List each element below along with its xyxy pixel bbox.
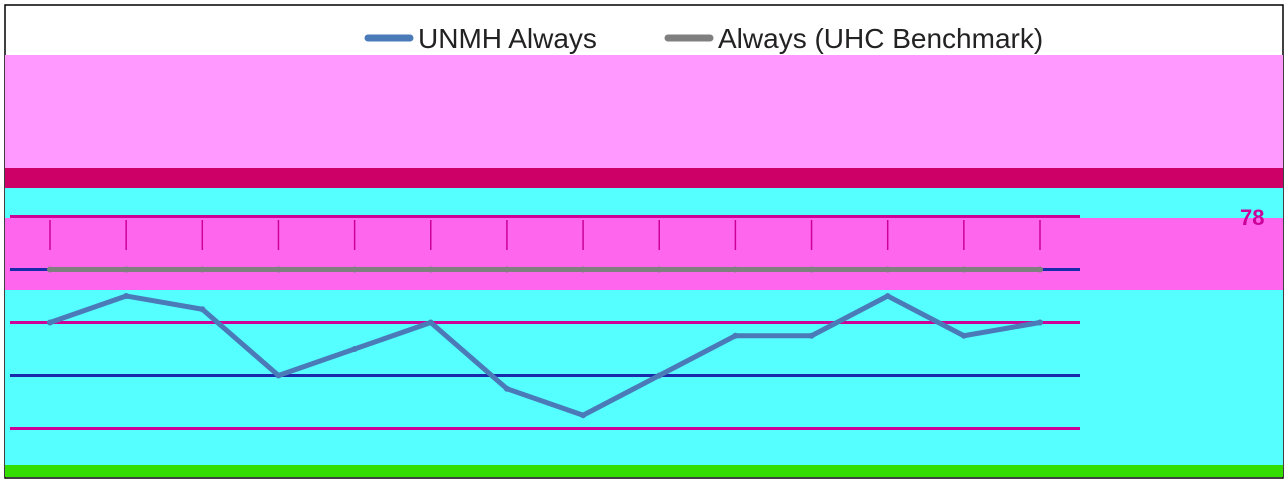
series-1-point-2 [199,266,206,273]
series-1-point-3 [275,266,282,273]
series-1-point-0 [47,266,53,273]
series-0-point-11 [884,293,891,299]
series-0-point-12 [960,332,967,339]
series-1-point-13 [1037,266,1043,273]
series-1-point-12 [960,266,967,273]
series-0-point-0 [47,319,53,326]
series-1-point-4 [351,266,358,273]
band-magenta [5,218,1283,290]
series-1-point-6 [503,266,510,273]
band-bottom [5,465,1283,477]
legend-label-0: UNMH Always [418,23,597,54]
band-cyan-2 [5,290,1283,465]
series-0-point-10 [808,332,815,339]
series-0-point-9 [732,332,739,339]
series-1-point-11 [884,266,891,273]
band-cyan-1 [5,188,1283,218]
band-dark [5,168,1283,188]
series-1-point-1 [123,266,130,273]
data-label: 78 [1240,205,1264,230]
series-1-point-9 [732,266,739,273]
series-0-point-6 [503,385,510,392]
series-0-point-1 [123,293,130,299]
series-1-point-8 [656,266,663,273]
series-0-point-4 [351,346,358,352]
series-0-point-3 [275,372,282,379]
series-0-point-7 [580,412,587,419]
series-1-point-5 [427,266,434,273]
series-1-point-7 [580,266,587,273]
series-1-point-10 [808,266,815,273]
band-top [5,55,1283,175]
series-0-point-13 [1037,319,1043,326]
series-line-0 [49,293,1041,418]
series-0-point-5 [427,319,434,326]
series-0-point-2 [199,306,206,313]
series-0-point-8 [656,372,663,379]
legend-label-1: Always (UHC Benchmark) [718,23,1043,54]
